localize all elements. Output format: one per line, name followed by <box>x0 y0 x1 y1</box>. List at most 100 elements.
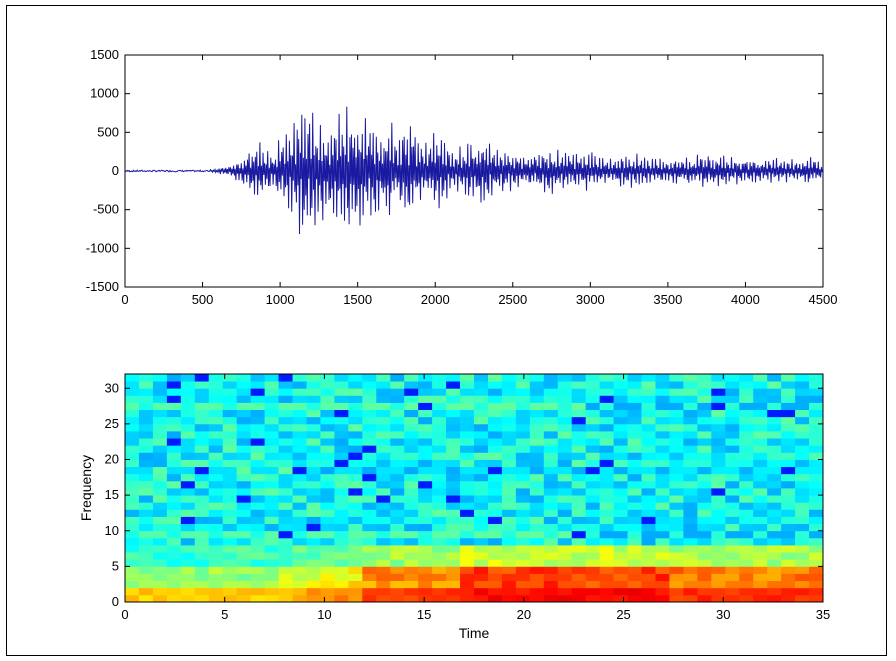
spectrogram-cell <box>222 416 238 425</box>
spectrogram-cell <box>446 395 461 403</box>
y-tick-label: 15 <box>105 487 119 502</box>
spectrogram-cell <box>501 495 517 503</box>
spectrogram-cell <box>599 580 614 589</box>
spectrogram-cell <box>306 466 321 475</box>
spectrogram-cell <box>460 431 475 439</box>
spectrogram-cell <box>655 374 670 382</box>
spectrogram-cell <box>487 452 503 460</box>
spectrogram-cell <box>432 452 447 460</box>
spectrogram-cell <box>125 381 140 389</box>
spectrogram-cell <box>613 488 628 496</box>
spectrogram-cell <box>320 587 335 596</box>
spectrogram-cell <box>613 552 628 560</box>
spectrogram-cell <box>362 381 377 389</box>
spectrogram-cell <box>166 409 182 418</box>
spectrogram-cell <box>432 545 447 553</box>
spectrogram-cell <box>152 409 168 418</box>
spectrogram-cell <box>348 502 363 510</box>
spectrogram-cell <box>348 552 363 560</box>
spectrogram-cell <box>767 509 782 517</box>
spectrogram-cell <box>362 587 377 596</box>
spectrogram-cell <box>613 516 628 525</box>
spectrogram-cell <box>138 374 154 382</box>
spectrogram-cell <box>571 480 587 489</box>
spectrogram-cell <box>404 509 419 517</box>
spectrogram-cell <box>571 459 587 468</box>
spectrogram-cell <box>278 587 293 596</box>
spectrogram-cell <box>460 530 475 539</box>
spectrogram-cell <box>404 502 419 510</box>
spectrogram-cell <box>655 431 670 439</box>
spectrogram-cell <box>166 573 182 582</box>
spectrogram-cell <box>292 552 307 560</box>
spectrogram-cell <box>418 423 433 432</box>
spectrogram-cell <box>320 452 335 460</box>
spectrogram-cell <box>278 431 293 439</box>
spectrogram-cell <box>418 502 433 510</box>
spectrogram-cell <box>474 594 489 603</box>
spectrogram-cell <box>376 488 391 496</box>
spectrogram-cell <box>571 466 587 475</box>
spectrogram-cell <box>585 423 601 432</box>
spectrogram-cell <box>641 416 656 425</box>
spectrogram-cell <box>348 395 363 403</box>
spectrogram-cell <box>655 573 670 582</box>
spectrogram-cell <box>278 530 293 539</box>
spectrogram-cell <box>683 445 698 453</box>
spectrogram-cell <box>557 502 573 510</box>
spectrogram-cell <box>208 466 224 475</box>
spectrogram-cell <box>809 495 824 503</box>
spectrogram-cell <box>278 409 293 418</box>
spectrogram-cell <box>767 594 782 603</box>
spectrogram-cell <box>250 452 265 460</box>
spectrogram-cell <box>795 402 810 411</box>
spectrogram-cell <box>320 545 335 553</box>
spectrogram-cell <box>697 580 712 589</box>
spectrogram-cell <box>585 516 601 525</box>
spectrogram-cell <box>501 416 517 425</box>
spectrogram-cell <box>711 552 726 560</box>
spectrogram-cell <box>334 573 349 582</box>
spectrogram-cell <box>613 573 628 582</box>
spectrogram-cell <box>432 416 447 425</box>
spectrogram-cell <box>334 445 349 453</box>
spectrogram-cell <box>753 594 768 603</box>
spectrogram-cell <box>306 502 321 510</box>
spectrogram-cell <box>264 409 279 418</box>
spectrogram-cell <box>334 409 349 418</box>
spectrogram-cell <box>669 502 684 510</box>
spectrogram-cell <box>348 409 363 418</box>
spectrogram-cell <box>152 466 168 475</box>
spectrogram-cell <box>236 573 252 582</box>
spectrogram-cell <box>571 402 587 411</box>
spectrogram-cell <box>432 388 447 396</box>
spectrogram-cell <box>292 381 307 389</box>
spectrogram-cell <box>795 466 810 475</box>
y-tick-label: 10 <box>105 523 119 538</box>
spectrogram-cell <box>404 594 419 603</box>
spectrogram-cell <box>529 388 545 396</box>
spectrogram-cell <box>208 516 224 525</box>
spectrogram-cell <box>767 545 782 553</box>
spectrogram-cell <box>543 388 559 396</box>
spectrogram-cell <box>557 552 573 560</box>
spectrogram-cell <box>543 523 559 532</box>
spectrogram-cell <box>418 509 433 517</box>
spectrogram-cell <box>543 573 559 582</box>
spectrogram-cell <box>739 516 754 525</box>
spectrogram-cell <box>795 423 810 432</box>
spectrogram-cell <box>236 473 252 482</box>
spectrogram-cell <box>222 545 238 553</box>
spectrogram-cell <box>320 530 335 539</box>
x-tick-label: 35 <box>816 607 830 622</box>
spectrogram-cell <box>404 566 419 574</box>
spectrogram-cell <box>753 388 768 396</box>
spectrogram-cell <box>767 402 782 411</box>
spectrogram-cell <box>487 530 503 539</box>
x-tick-label: 0 <box>121 607 128 622</box>
spectrogram-cell <box>404 388 419 396</box>
spectrogram-cell <box>180 466 196 475</box>
spectrogram-cell <box>446 587 461 596</box>
spectrogram-cell <box>208 559 224 567</box>
spectrogram-cell <box>571 445 587 453</box>
